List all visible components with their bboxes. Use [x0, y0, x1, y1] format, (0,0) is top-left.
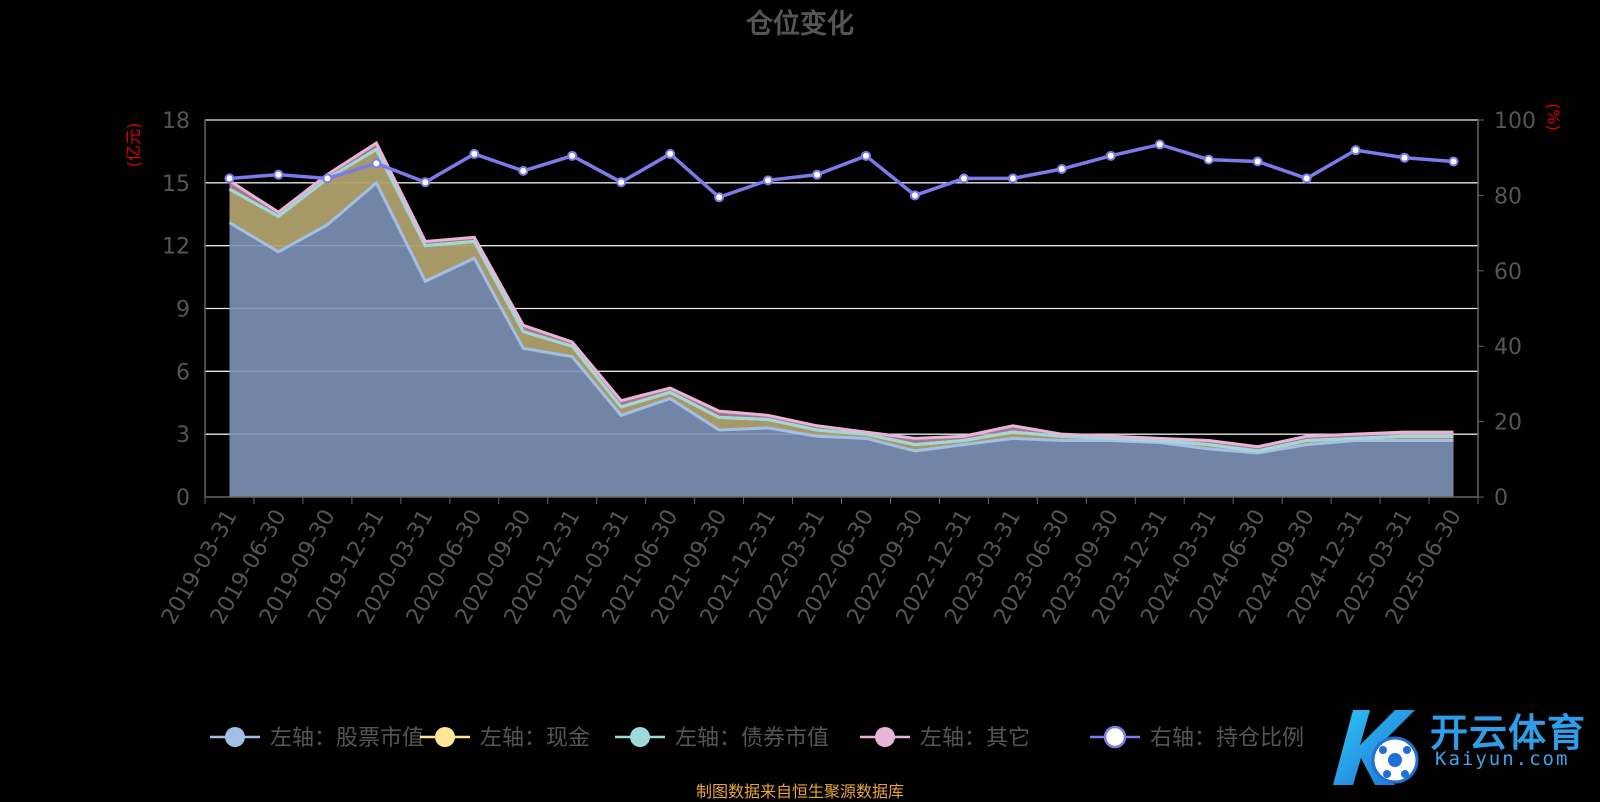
data-source-note: 制图数据来自恒生聚源数据库	[695, 782, 904, 801]
ratio-point	[958, 173, 969, 184]
ratio-point	[1252, 156, 1263, 167]
left-axis-unit: (亿元)	[124, 123, 143, 168]
legend-label: 左轴：其它	[920, 726, 1030, 751]
logo-text-cn: 开云体育	[1430, 711, 1587, 755]
ratio-point	[224, 173, 235, 184]
ratio-line	[224, 139, 1459, 203]
legend-swatch-dot	[875, 727, 895, 747]
logo-mark-icon	[1333, 710, 1419, 785]
legend-swatch-dot	[1103, 725, 1127, 749]
legend-swatch-dot	[435, 727, 455, 747]
left-tick-label: 15	[162, 172, 190, 197]
legend: 左轴：股票市值 左轴：现金 左轴：债券市值 左轴：其它 右轴：持仓比例	[210, 725, 1304, 751]
area-line-左轴：股票市值	[228, 180, 1454, 455]
ratio-point	[1007, 173, 1018, 184]
right-tick-label: 20	[1494, 411, 1522, 436]
legend-label: 右轴：持仓比例	[1150, 726, 1304, 751]
ratio-point	[1154, 139, 1165, 150]
ratio-point	[322, 173, 333, 184]
ratio-point	[812, 169, 823, 180]
right-tick-label: 100	[1494, 109, 1536, 134]
legend-swatch-dot	[630, 727, 650, 747]
ratio-point	[763, 175, 774, 186]
ratio-point	[665, 148, 676, 159]
legend-item[interactable]: 左轴：其它	[860, 726, 1030, 751]
kaiyun-logo: 开云体育 Kaiyun.com	[1315, 700, 1600, 800]
ratio-point	[616, 177, 627, 188]
ratio-point	[469, 148, 480, 159]
ratio-point	[860, 150, 871, 161]
ratio-point	[1301, 173, 1312, 184]
ratio-point	[1350, 145, 1361, 156]
legend-label: 左轴：股票市值	[270, 726, 424, 751]
right-tick-label: 40	[1494, 335, 1522, 360]
left-tick-label: 9	[176, 298, 190, 323]
stacked-areas	[228, 140, 1454, 498]
legend-label: 左轴：现金	[480, 726, 590, 751]
ratio-point	[909, 190, 920, 201]
left-tick-label: 3	[176, 423, 190, 448]
area-左轴：股票市值	[229, 182, 1454, 498]
left-tick-label: 0	[176, 486, 190, 511]
logo-text-en: Kaiyun.com	[1435, 748, 1570, 770]
ratio-point	[1399, 152, 1410, 163]
right-axis-unit: (%)	[1544, 103, 1563, 131]
ratio-point	[1105, 150, 1116, 161]
ratio-point	[420, 177, 431, 188]
area-line-左轴：债券市值	[228, 147, 1454, 453]
legend-item[interactable]: 左轴：现金	[420, 726, 590, 751]
area-左轴：现金	[229, 149, 1454, 454]
legend-label: 左轴：债券市值	[675, 726, 829, 751]
legend-item[interactable]: 左轴：债券市值	[615, 726, 829, 751]
ratio-point	[714, 192, 725, 203]
left-tick-label: 18	[162, 109, 190, 134]
legend-item[interactable]: 右轴：持仓比例	[1090, 725, 1304, 751]
ratio-point	[1448, 156, 1459, 167]
ratio-line-path	[229, 142, 1454, 200]
area-line-左轴：其它	[228, 140, 1454, 449]
right-tick-label: 80	[1494, 184, 1522, 209]
ratio-point	[567, 150, 578, 161]
left-tick-label: 6	[176, 360, 190, 385]
legend-swatch-dot	[225, 727, 245, 747]
ratio-point	[371, 158, 382, 169]
ratio-point	[1056, 164, 1067, 175]
ratio-point	[273, 169, 284, 180]
left-tick-label: 12	[162, 235, 190, 260]
chart-title: 仓位变化	[745, 8, 854, 40]
right-tick-label: 60	[1494, 260, 1522, 285]
right-tick-label: 0	[1494, 486, 1508, 511]
ratio-point	[1203, 154, 1214, 165]
legend-item[interactable]: 左轴：股票市值	[210, 726, 424, 751]
ratio-point	[518, 165, 529, 176]
